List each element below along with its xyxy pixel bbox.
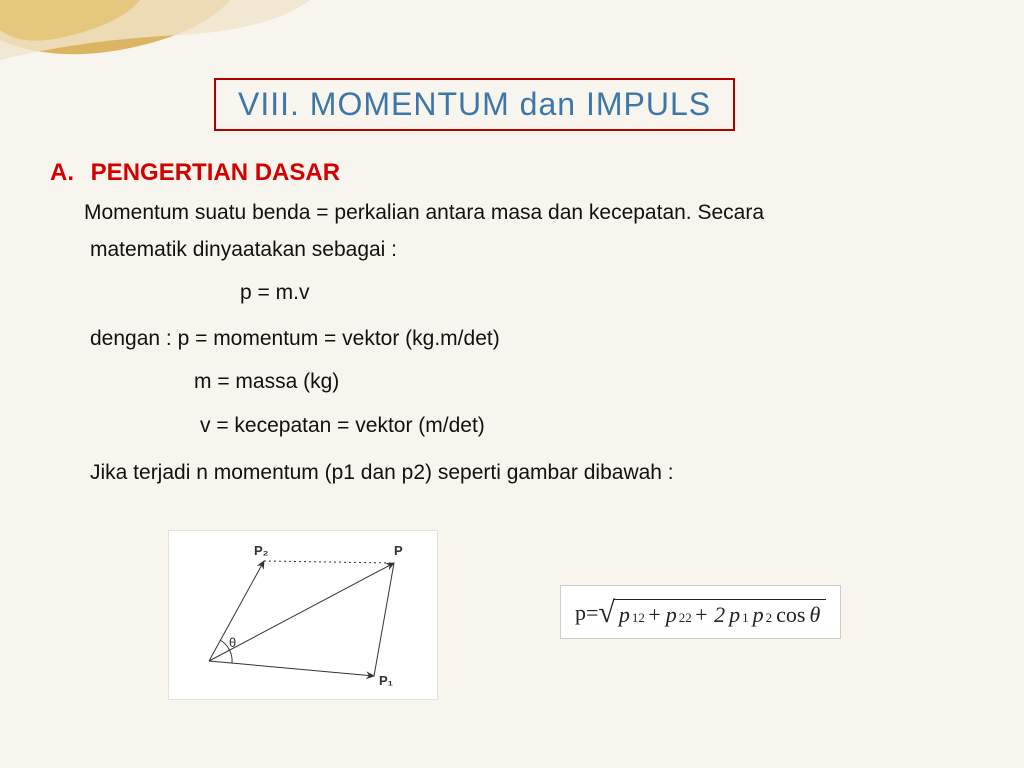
content-area: A. PENGERTIAN DASAR Momentum suatu benda…: [50, 156, 974, 501]
definition-v: v = kecepatan = vektor (m/det): [200, 411, 974, 440]
label-p2: P₂: [254, 543, 268, 558]
resultant-formula: p= √ p12 + p22 + 2 p1 p2 cos θ: [575, 596, 826, 630]
definition-m: m = massa (kg): [194, 367, 974, 396]
section-heading: A. PENGERTIAN DASAR: [50, 156, 974, 190]
chapter-title-box: VIII. MOMENTUM dan IMPULS: [214, 78, 735, 131]
paragraph-line-3: Jika terjadi n momentum (p1 dan p2) sepe…: [90, 458, 974, 487]
paragraph-line-2: matematik dinyaatakan sebagai :: [90, 235, 974, 264]
figure-row: P₂ P P₁ θ p= √ p12 + p22 + 2 p1 p2 cos θ: [0, 530, 1024, 730]
label-p1: P₁: [379, 673, 393, 688]
label-theta: θ: [229, 635, 236, 650]
paragraph-line-1: Momentum suatu benda = perkalian antara …: [84, 198, 974, 227]
chapter-title: VIII. MOMENTUM dan IMPULS: [238, 86, 711, 123]
section-letter: A.: [50, 159, 74, 186]
section-title: PENGERTIAN DASAR: [91, 159, 340, 186]
resultant-formula-box: p= √ p12 + p22 + 2 p1 p2 cos θ: [560, 585, 841, 639]
definition-p: dengan : p = momentum = vektor (kg.m/det…: [90, 324, 974, 353]
eq-radicand: p12 + p22 + 2 p1 p2 cos θ: [613, 599, 826, 628]
vector-diagram: P₂ P P₁ θ: [168, 530, 438, 700]
label-p: P: [394, 543, 403, 558]
formula-pmv: p = m.v: [240, 278, 974, 307]
eq-prefix: p=: [575, 600, 598, 626]
